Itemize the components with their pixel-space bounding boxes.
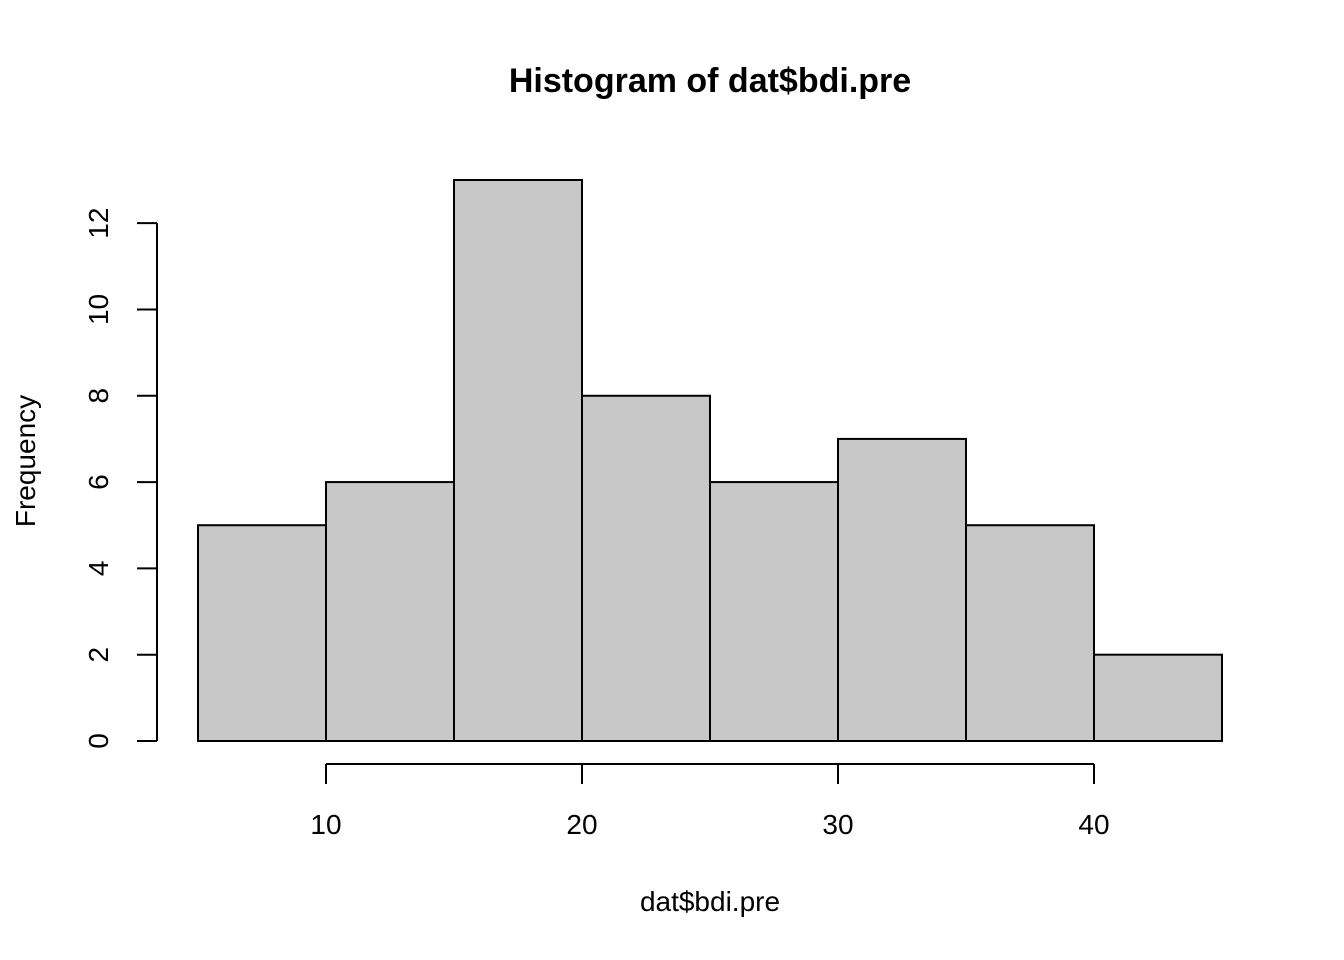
y-tick-label-12: 12	[83, 208, 114, 239]
histogram-bar-5	[837, 437, 967, 742]
histogram-bar-6	[965, 524, 1095, 742]
x-tick-label-40: 40	[1078, 809, 1109, 840]
histogram-bar-4	[709, 481, 839, 742]
y-axis-label: Frequency	[10, 395, 41, 527]
y-tick-label-2: 2	[83, 647, 114, 663]
histogram-bar-7	[1093, 653, 1223, 743]
histogram-bar-0	[197, 524, 327, 742]
y-tick-label-10: 10	[83, 294, 114, 325]
x-axis-label: dat$bdi.pre	[640, 886, 780, 917]
histogram-bar-3	[581, 394, 711, 742]
x-axis: 10 20 30 40	[310, 763, 1110, 840]
y-tick-label-8: 8	[83, 388, 114, 404]
bars-layer	[197, 179, 1223, 743]
y-tick-label-4: 4	[83, 561, 114, 577]
y-tick-label-0: 0	[83, 733, 114, 749]
x-tick-label-20: 20	[566, 809, 597, 840]
x-tick-label-30: 30	[822, 809, 853, 840]
y-tick-label-6: 6	[83, 474, 114, 490]
y-axis: 0 2 4 6 8 10 12	[83, 208, 158, 749]
histogram-bar-2	[453, 179, 583, 742]
x-tick-label-10: 10	[310, 809, 341, 840]
chart-title: Histogram of dat$bdi.pre	[509, 62, 911, 100]
histogram-bar-1	[325, 481, 455, 742]
